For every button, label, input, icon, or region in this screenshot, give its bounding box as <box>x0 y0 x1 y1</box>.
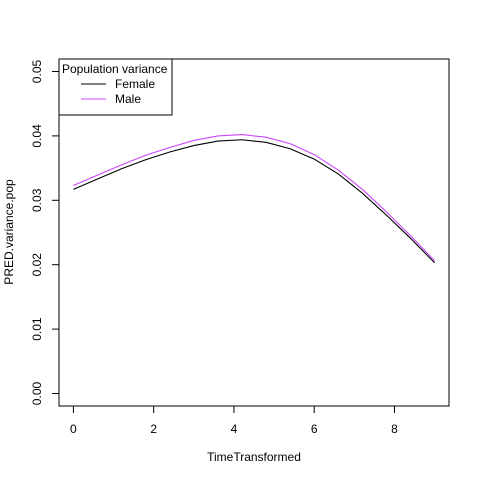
x-axis-title: TimeTransformed <box>207 450 301 464</box>
x-tick-label: 2 <box>150 422 157 436</box>
x-tick-label: 0 <box>70 422 77 436</box>
x-tick-label: 4 <box>231 422 238 436</box>
y-tick-label: 0.02 <box>30 253 44 277</box>
series-layer <box>73 134 435 264</box>
series-line-female <box>73 139 435 264</box>
y-tick-label: 0.00 <box>30 381 44 405</box>
y-tick-label: 0.03 <box>30 188 44 212</box>
x-tick-label: 6 <box>311 422 318 436</box>
y-axis: 0.00 0.01 0.02 0.03 0.04 0.05 <box>30 59 60 405</box>
series-line-male <box>73 134 435 262</box>
legend-label-female: Female <box>115 77 155 91</box>
y-tick-label: 0.04 <box>30 124 44 148</box>
y-axis-title: PRED.variance.pop <box>2 179 16 285</box>
legend-title: Population variance <box>62 62 168 76</box>
y-tick-label: 0.01 <box>30 317 44 341</box>
x-axis: 0 2 4 6 8 <box>70 405 398 436</box>
legend-box <box>58 58 173 116</box>
y-tick-label: 0.05 <box>30 59 44 83</box>
x-tick-label: 8 <box>391 422 398 436</box>
legend-label-male: Male <box>115 92 141 106</box>
